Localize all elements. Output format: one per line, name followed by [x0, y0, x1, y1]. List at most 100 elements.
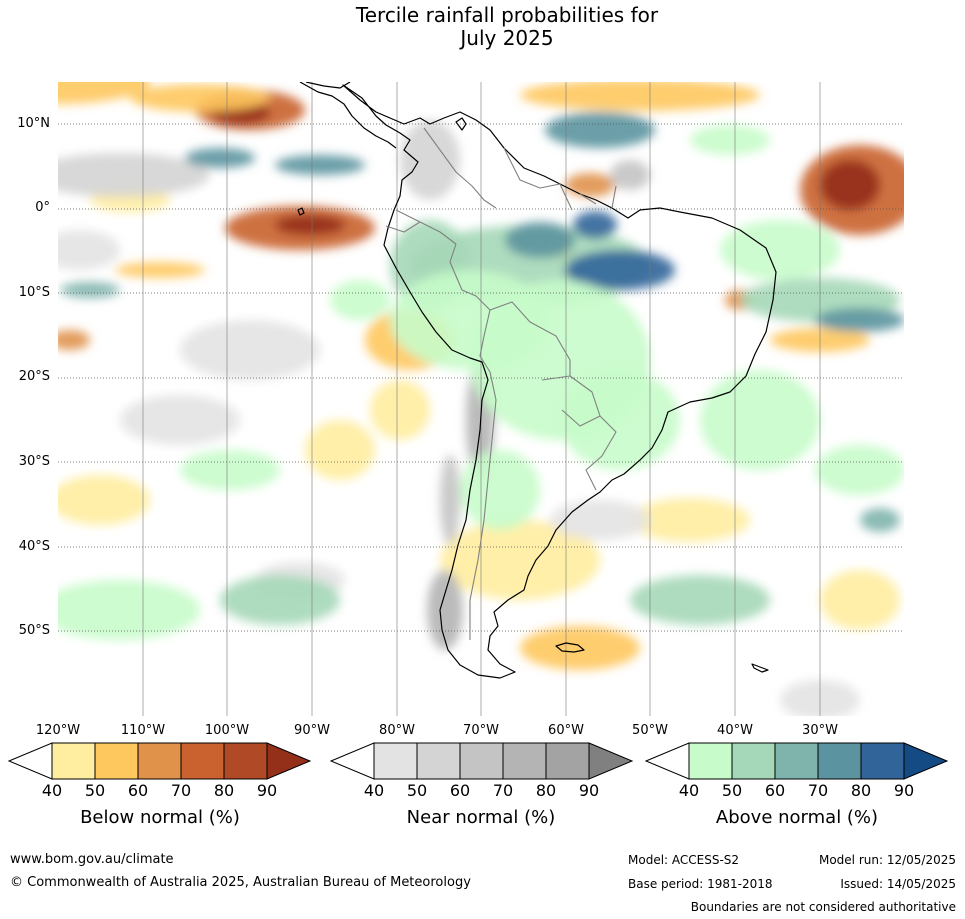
- colorbar-above-normal: [645, 742, 949, 780]
- probability-patch: [630, 498, 750, 542]
- map-title-line1: Tercile rainfall probabilities for: [355, 3, 659, 27]
- probability-patch: [820, 570, 900, 630]
- footer-disclaimer: Boundaries are not considered authoritat…: [690, 900, 956, 914]
- south-georgia: [751, 663, 769, 673]
- probability-patch: [180, 450, 280, 490]
- colorbar-swatch: [373, 742, 418, 780]
- border-guianas: [503, 147, 617, 211]
- colorbar-swatch: [223, 742, 268, 780]
- colorbar-low-arrow: [330, 742, 375, 780]
- lon-label: 50°W: [632, 723, 668, 738]
- lon-label: 80°W: [379, 723, 415, 738]
- country-borders: [385, 127, 617, 640]
- probability-patch: [58, 82, 150, 104]
- galapagos-islands: [297, 207, 305, 216]
- colorbar-tick-label: 70: [170, 781, 192, 800]
- border-peru-brazil: [449, 243, 491, 311]
- colorbar-tick-label: 50: [406, 781, 428, 800]
- colorbar-swatch: [416, 742, 461, 780]
- colorbar-tick-label: 40: [41, 781, 63, 800]
- probability-patch: [60, 282, 120, 298]
- lon-label: 100°W: [204, 723, 250, 738]
- colorbar-title-near-normal: Near normal (%): [406, 807, 556, 828]
- graticule: [58, 82, 904, 716]
- probability-patch: [520, 82, 760, 111]
- probability-patch: [58, 153, 210, 197]
- colorbar-title-below-normal: Below normal (%): [80, 807, 240, 828]
- colorbar-tick-label: 90: [578, 781, 600, 800]
- probability-patch: [815, 445, 904, 495]
- colorbar-high-arrow: [903, 742, 949, 780]
- lat-label: 20°S: [18, 369, 50, 384]
- lon-label: 120°W: [35, 723, 81, 738]
- colorbar-swatch: [51, 742, 96, 780]
- footer-website: www.bom.gov.au/climate: [10, 852, 174, 867]
- probability-patch: [860, 508, 900, 532]
- lat-label: 10°N: [17, 116, 50, 131]
- lon-label: 70°W: [463, 723, 499, 738]
- probability-patch: [505, 222, 575, 258]
- probability-patch: [305, 420, 375, 480]
- probability-patch: [440, 455, 460, 545]
- probability-patch: [130, 84, 270, 112]
- border-colombia-venezuela: [423, 127, 497, 209]
- probability-patch: [220, 575, 340, 625]
- probability-patch: [440, 520, 600, 600]
- probability-patch: [120, 395, 240, 445]
- colorbar-tick-label: 80: [213, 781, 235, 800]
- colorbar-swatch: [774, 742, 819, 780]
- border-peru-bolivia: [479, 309, 491, 373]
- colorbar-tick-label: 60: [764, 781, 786, 800]
- footer-issued: Issued: 14/05/2025: [840, 877, 956, 891]
- colorbar-swatch: [860, 742, 905, 780]
- probability-patch: [58, 330, 90, 350]
- colorbar-swatch: [180, 742, 225, 780]
- border-paraguay: [541, 375, 601, 427]
- probability-patch: [565, 173, 615, 197]
- colorbar-low-arrow: [8, 742, 53, 780]
- colorbar-swatch: [94, 742, 139, 780]
- probability-patch: [610, 160, 650, 190]
- probability-patch: [630, 575, 770, 625]
- probability-patch: [460, 450, 540, 530]
- probability-patch: [180, 320, 320, 380]
- central-america-coastline: [299, 82, 397, 149]
- probability-patch: [427, 570, 463, 650]
- probability-patch: [573, 211, 617, 239]
- colorbar-swatch: [688, 742, 733, 780]
- probability-patch: [370, 380, 430, 440]
- border-bolivia-brazil: [489, 301, 571, 376]
- map-title: Tercile rainfall probabilities for July …: [0, 4, 965, 50]
- colorbar-tick-label: 80: [535, 781, 557, 800]
- lon-label: 30°W: [802, 723, 838, 738]
- lon-label: 60°W: [548, 723, 584, 738]
- probability-patch: [275, 155, 365, 175]
- colorbar-near-normal: [330, 742, 634, 780]
- coastlines: [297, 82, 777, 679]
- colorbar-tick-label: 70: [492, 781, 514, 800]
- probability-patch: [815, 308, 904, 332]
- probability-patch: [700, 370, 820, 470]
- probability-patch: [690, 125, 770, 155]
- rainfall-probability-map: [58, 82, 904, 716]
- lon-label: 40°W: [717, 723, 753, 738]
- colorbar-below-normal: [8, 742, 312, 780]
- colorbar-low-arrow: [645, 742, 690, 780]
- probability-patch: [400, 120, 460, 200]
- probability-patch: [560, 370, 680, 470]
- colorbar-tick-label: 40: [363, 781, 385, 800]
- probability-patch: [565, 250, 675, 290]
- footer-model-run: Model run: 12/05/2025: [818, 853, 956, 867]
- trinidad: [455, 117, 467, 131]
- probability-patch: [275, 215, 345, 235]
- border-argentina-brazil: [585, 415, 617, 491]
- colorbar-tick-label: 60: [127, 781, 149, 800]
- lat-label: 10°S: [18, 285, 50, 300]
- probability-patch: [820, 160, 880, 210]
- colorbar-tick-label: 40: [678, 781, 700, 800]
- probability-patch: [720, 220, 840, 280]
- footer-base-period: Base period: 1981-2018: [628, 877, 773, 891]
- footer-copyright: © Commonwealth of Australia 2025, Austra…: [10, 875, 471, 890]
- falkland-islands: [555, 642, 585, 653]
- border-colombia-peru: [395, 209, 457, 245]
